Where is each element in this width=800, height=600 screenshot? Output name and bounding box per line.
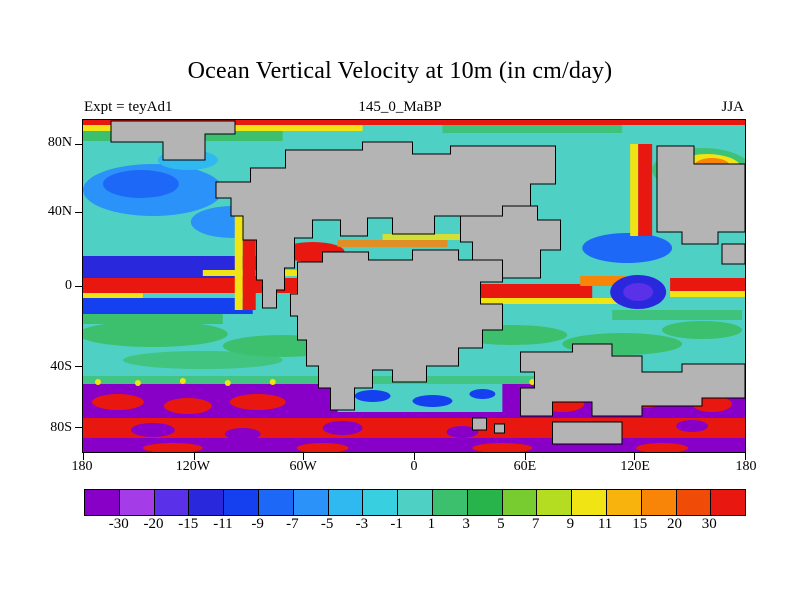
colorbar-level-label: -5 <box>320 516 334 532</box>
colorbar-cell <box>189 490 225 515</box>
longitude-tick-label: 180 <box>735 459 757 474</box>
colorbar-cell <box>676 490 712 515</box>
run-label: 145_0_MaBP <box>358 99 442 115</box>
landmass-antarctic-peninsula <box>551 421 623 445</box>
colorbar-cell <box>293 490 329 515</box>
latitude-tick-mark <box>75 366 82 368</box>
experiment-label: Expt = teyAd1 <box>84 99 173 115</box>
island-south-1 <box>471 417 487 431</box>
season-label: JJA <box>721 99 744 115</box>
colorbar-level-label: -9 <box>251 516 264 532</box>
colorbar-cell <box>537 490 573 515</box>
landmass-east-asia-south <box>721 243 745 265</box>
colorbar-level-label: -7 <box>286 516 299 532</box>
colorbar-cell <box>154 490 190 515</box>
longitude-tick-mark <box>83 453 84 460</box>
latitude-tick-label: 0 <box>65 278 72 293</box>
colorbar-level-label: -20 <box>143 516 164 532</box>
velocity-map <box>83 120 745 452</box>
landmass-gondwana <box>290 249 503 411</box>
page-title: Ocean Vertical Velocity at 10m (in cm/da… <box>187 58 613 84</box>
colorbar-level-label: 20 <box>667 516 683 532</box>
latitude-tick-mark <box>75 286 82 287</box>
landmass-antarctica-australia <box>519 343 745 417</box>
colorbar-cell <box>641 490 677 515</box>
colorbar <box>84 489 746 516</box>
colorbar-level-label: -1 <box>390 516 403 532</box>
colorbar-level-label: 3 <box>462 516 470 532</box>
map-plot <box>75 119 746 460</box>
landmass-arctic-west <box>110 120 236 161</box>
latitude-tick-label: 80N <box>47 135 72 151</box>
colorbar-level-label: 9 <box>566 516 575 532</box>
longitude-tick-label: 0 <box>410 459 418 474</box>
longitude-tick-label: 60E <box>513 459 537 474</box>
colorbar-level-label: 1 <box>427 516 436 532</box>
colorbar-level-label: -3 <box>355 516 369 532</box>
colorbar-cell <box>85 490 120 515</box>
longitude-tick-label: 60W <box>289 459 317 474</box>
longitude-tick-label: 120W <box>175 459 210 474</box>
landmass-laurasia <box>215 141 556 309</box>
latitude-tick-mark <box>75 143 82 145</box>
latitude-tick-label: 40S <box>50 358 72 374</box>
continents <box>110 120 745 445</box>
colorbar-level-label: 7 <box>531 516 540 532</box>
latitude-tick-mark <box>75 427 82 429</box>
colorbar-cell <box>572 490 607 515</box>
colorbar-cell <box>119 490 155 515</box>
colorbar-cell <box>398 490 433 515</box>
colorbar-cell <box>328 490 364 515</box>
colorbar-cell <box>606 490 642 515</box>
longitude-axis: 180 120W 60W 0 60E 120E 180 <box>72 459 757 479</box>
longitude-tick-mark <box>634 453 636 460</box>
colorbar-level-label: -15 <box>178 516 199 532</box>
longitude-tick-mark <box>414 453 415 460</box>
landmass-east-asia <box>656 145 745 245</box>
latitude-tick-label: 40N <box>47 203 72 219</box>
colorbar-cell <box>258 490 294 515</box>
colorbar-level-label: 5 <box>497 516 505 532</box>
longitude-tick-mark <box>524 453 526 460</box>
colorbar-cell <box>502 490 538 515</box>
longitude-tick-mark <box>303 453 305 460</box>
colorbar-labels: -30 -20 -15 -11 -9 -7 -5 -3 -1 1 3 5 7 9 11 15 20 30 <box>84 516 744 536</box>
longitude-tick-label: 120E <box>620 459 650 474</box>
colorbar-cell <box>432 490 468 515</box>
latitude-tick-mark <box>75 212 82 214</box>
longitude-tick-mark <box>745 453 746 460</box>
colorbar-level-label: -30 <box>108 516 129 532</box>
longitude-tick-label: 180 <box>71 459 93 474</box>
colorbar-cell <box>467 490 503 515</box>
colorbar-level-label: 11 <box>597 516 613 532</box>
colorbar-cell <box>711 490 746 515</box>
latitude-axis: 80N 40N 0 40S 80S <box>34 119 78 453</box>
colorbar-cell <box>224 490 259 515</box>
longitude-tick-mark <box>193 453 195 460</box>
latitude-tick-label: 80S <box>50 419 72 435</box>
colorbar-cell <box>363 490 399 515</box>
colorbar-level-label: -11 <box>213 516 233 532</box>
colorbar-level-label: 15 <box>632 516 648 532</box>
island-south-2 <box>493 423 505 434</box>
colorbar-level-label: 30 <box>701 516 717 532</box>
